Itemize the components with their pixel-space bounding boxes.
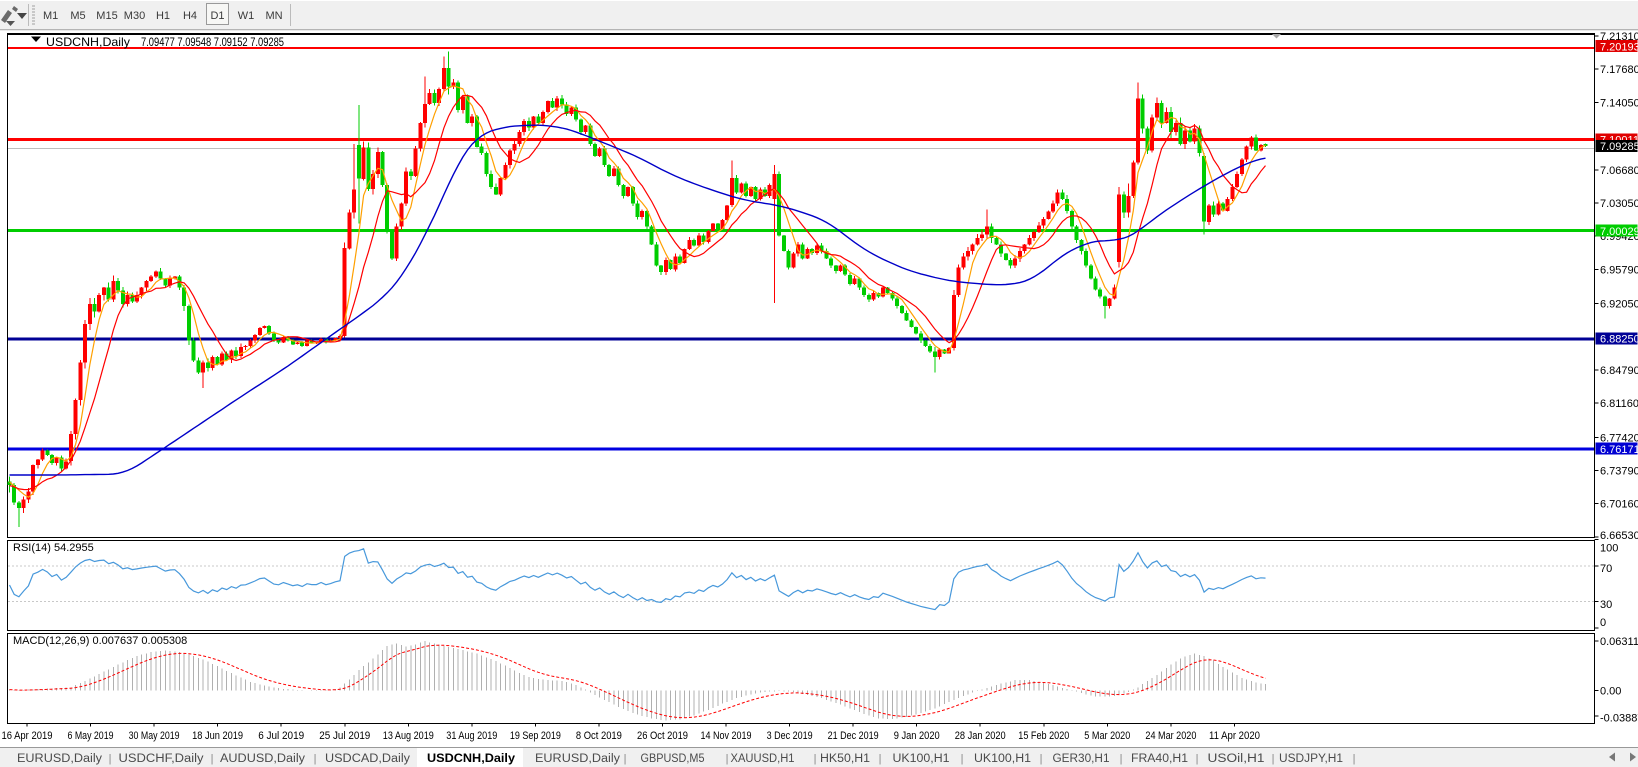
svg-text:UK100,H1: UK100,H1 (974, 753, 1031, 765)
svg-text:7.09285: 7.09285 (1600, 141, 1638, 153)
svg-text:7.17680: 7.17680 (1600, 64, 1638, 76)
svg-text:0: 0 (1600, 617, 1606, 629)
svg-text:7.09477 7.09548 7.09152 7.0928: 7.09477 7.09548 7.09152 7.09285 (141, 35, 284, 49)
svg-text:0.063113: 0.063113 (1600, 636, 1638, 648)
svg-text:25 Jul 2019: 25 Jul 2019 (319, 730, 370, 742)
svg-text:H1: H1 (156, 10, 170, 22)
svg-text:|: | (109, 753, 112, 765)
svg-text:7.14050: 7.14050 (1600, 97, 1638, 109)
svg-text:|: | (624, 753, 627, 765)
svg-text:6.70160: 6.70160 (1600, 499, 1638, 511)
svg-text:14 Nov 2019: 14 Nov 2019 (701, 730, 752, 742)
svg-text:USDJPY,H1: USDJPY,H1 (1279, 753, 1343, 765)
svg-text:EURUSD,Daily: EURUSD,Daily (17, 753, 102, 765)
svg-text:M30: M30 (124, 10, 145, 22)
svg-text:H4: H4 (183, 10, 197, 22)
svg-text:M15: M15 (96, 10, 117, 22)
svg-text:USDCNH,Daily: USDCNH,Daily (427, 753, 516, 765)
svg-text:|: | (961, 753, 964, 765)
svg-text:USOil,H1: USOil,H1 (1208, 753, 1265, 765)
svg-text:FRA40,H1: FRA40,H1 (1131, 753, 1188, 765)
svg-text:|: | (1353, 753, 1356, 765)
svg-text:UK100,H1: UK100,H1 (893, 753, 950, 765)
svg-text:|: | (314, 753, 317, 765)
svg-text:3 Dec 2019: 3 Dec 2019 (767, 730, 813, 742)
svg-text:|: | (211, 753, 214, 765)
svg-text:6.84790: 6.84790 (1600, 365, 1638, 377)
svg-text:|: | (1120, 753, 1123, 765)
svg-text:USDCHF,Daily: USDCHF,Daily (119, 753, 204, 765)
svg-text:7.00029: 7.00029 (1600, 226, 1638, 238)
svg-text:MACD(12,26,9) 0.007637 0.00530: MACD(12,26,9) 0.007637 0.005308 (13, 635, 187, 647)
svg-text:XAUUSD,H1: XAUUSD,H1 (731, 753, 795, 765)
svg-text:15 Feb 2020: 15 Feb 2020 (1018, 730, 1069, 742)
svg-text:70: 70 (1600, 563, 1612, 575)
svg-text:6.81160: 6.81160 (1600, 398, 1638, 410)
svg-text:7.20193: 7.20193 (1600, 41, 1638, 53)
svg-text:AUDUSD,Daily: AUDUSD,Daily (220, 753, 305, 765)
svg-text:28 Jan 2020: 28 Jan 2020 (955, 730, 1006, 742)
svg-text:D1: D1 (210, 10, 224, 22)
svg-text:16 Apr 2019: 16 Apr 2019 (2, 730, 53, 742)
svg-text:21 Dec 2019: 21 Dec 2019 (828, 730, 879, 742)
svg-text:6.66530: 6.66530 (1600, 530, 1638, 542)
svg-text:0.00: 0.00 (1600, 685, 1621, 697)
svg-text:HK50,H1: HK50,H1 (820, 753, 870, 765)
svg-text:USDCAD,Daily: USDCAD,Daily (325, 753, 410, 765)
svg-text:24 Mar 2020: 24 Mar 2020 (1145, 730, 1196, 742)
svg-text:6.73790: 6.73790 (1600, 466, 1638, 478)
svg-text:GBPUSD,M5: GBPUSD,M5 (641, 753, 705, 765)
svg-text:13 Aug 2019: 13 Aug 2019 (383, 730, 434, 742)
svg-text:|: | (814, 753, 817, 765)
svg-text:6 May 2019: 6 May 2019 (68, 730, 114, 742)
svg-text:|: | (1272, 753, 1275, 765)
svg-text:RSI(14) 54.2955: RSI(14) 54.2955 (13, 542, 94, 554)
svg-text:|: | (1196, 753, 1199, 765)
svg-text:EURUSD,Daily: EURUSD,Daily (535, 753, 620, 765)
svg-text:11 Apr 2020: 11 Apr 2020 (1209, 730, 1260, 742)
svg-text:6.92050: 6.92050 (1600, 299, 1638, 311)
svg-text:7.21310: 7.21310 (1600, 31, 1638, 43)
svg-text:18 Jun 2019: 18 Jun 2019 (192, 730, 243, 742)
svg-text:6.77420: 6.77420 (1600, 432, 1638, 444)
svg-text:W1: W1 (238, 10, 255, 22)
svg-text:|: | (726, 753, 729, 765)
svg-text:6.76171: 6.76171 (1600, 444, 1638, 456)
svg-text:9 Jan 2020: 9 Jan 2020 (894, 730, 940, 742)
svg-text:26 Oct 2019: 26 Oct 2019 (637, 730, 688, 742)
svg-text:100: 100 (1600, 543, 1618, 555)
svg-text:|: | (1040, 753, 1043, 765)
svg-text:-0.038872: -0.038872 (1600, 713, 1638, 725)
svg-text:19 Sep 2019: 19 Sep 2019 (510, 730, 561, 742)
svg-text:USDCNH,Daily: USDCNH,Daily (46, 35, 130, 49)
svg-text:M5: M5 (70, 10, 85, 22)
svg-text:31 Aug 2019: 31 Aug 2019 (446, 730, 497, 742)
svg-text:6.88250: 6.88250 (1600, 334, 1638, 346)
svg-text:GER30,H1: GER30,H1 (1053, 753, 1110, 765)
svg-text:30 May 2019: 30 May 2019 (129, 730, 180, 742)
svg-text:6.95790: 6.95790 (1600, 264, 1638, 276)
svg-text:7.06680: 7.06680 (1600, 165, 1638, 177)
svg-text:5 Mar 2020: 5 Mar 2020 (1084, 730, 1130, 742)
svg-text:M1: M1 (43, 10, 58, 22)
svg-text:7.03050: 7.03050 (1600, 198, 1638, 210)
svg-text:8 Oct 2019: 8 Oct 2019 (576, 730, 622, 742)
svg-text:|: | (879, 753, 882, 765)
svg-text:6 Jul 2019: 6 Jul 2019 (258, 730, 304, 742)
svg-text:30: 30 (1600, 599, 1612, 611)
svg-text:MN: MN (265, 10, 282, 22)
